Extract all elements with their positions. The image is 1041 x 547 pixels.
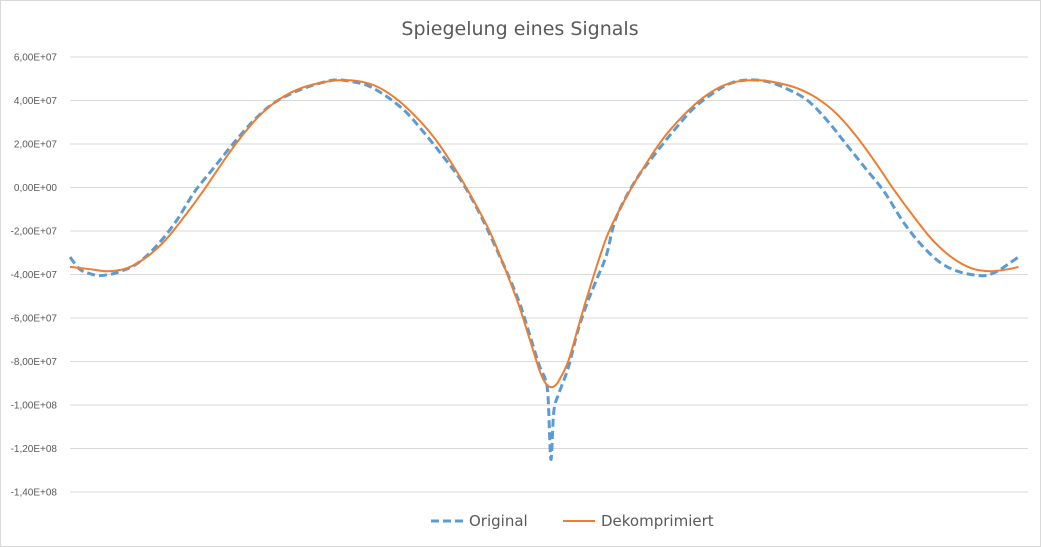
series-lines xyxy=(68,78,1020,461)
legend-label-original: Original xyxy=(469,512,528,530)
y-tick-label: -6,00E+07 xyxy=(11,314,58,325)
y-tick-label: 0,00E+00 xyxy=(14,183,58,194)
chart-title: Spiegelung eines Signals xyxy=(401,18,638,40)
y-tick-label: 4,00E+07 xyxy=(14,96,58,107)
y-tick-label: -2,00E+07 xyxy=(11,227,58,238)
y-tick-label: 2,00E+07 xyxy=(14,140,58,151)
y-axis-tick-labels: 6,00E+07 4,00E+07 2,00E+07 0,00E+00 -2,00E+0… xyxy=(11,53,58,499)
y-tick-label: -1,00E+08 xyxy=(11,401,58,412)
y-tick-label: -8,00E+07 xyxy=(11,357,58,368)
y-tick-label: -4,00E+07 xyxy=(11,270,58,281)
y-tick-label: -1,40E+08 xyxy=(11,488,58,499)
legend: Original Dekomprimiert xyxy=(431,512,714,530)
series-line-original xyxy=(68,78,1020,461)
y-tick-label: 6,00E+07 xyxy=(14,53,58,64)
gridlines xyxy=(70,56,1028,493)
series-line-dekomprimiert xyxy=(69,79,1019,389)
legend-label-dekomprimiert: Dekomprimiert xyxy=(601,512,714,530)
y-tick-label: -1,20E+08 xyxy=(11,444,58,455)
